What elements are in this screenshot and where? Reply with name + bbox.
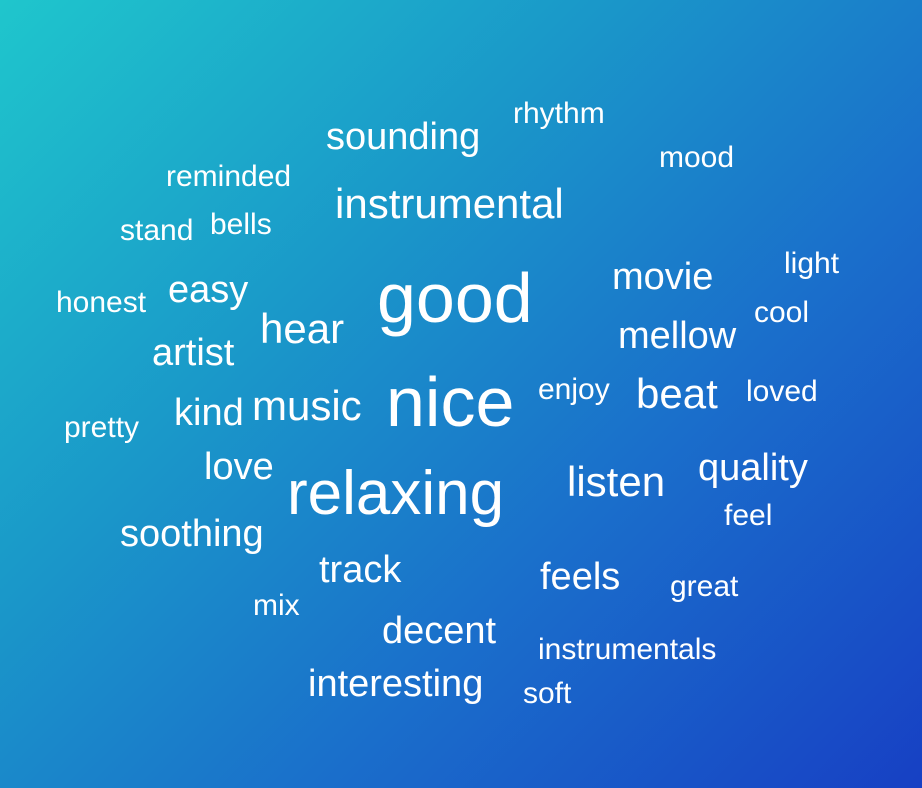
- word-instrumental: instrumental: [335, 180, 564, 227]
- word-soft: soft: [523, 677, 572, 710]
- word-mood: mood: [659, 141, 735, 174]
- word-loved: loved: [746, 375, 818, 408]
- word-track: track: [319, 549, 402, 591]
- word-kind: kind: [174, 392, 244, 434]
- word-quality: quality: [698, 447, 808, 489]
- word-love: love: [204, 446, 274, 488]
- word-great: great: [670, 570, 739, 603]
- word-feel: feel: [724, 499, 773, 532]
- word-listen: listen: [567, 458, 666, 505]
- word-decent: decent: [382, 610, 497, 652]
- word-movie: movie: [612, 256, 714, 298]
- word-good: good: [377, 259, 533, 337]
- word-honest: honest: [56, 286, 147, 319]
- word-cool: cool: [754, 296, 810, 329]
- word-feels: feels: [540, 556, 621, 598]
- word-sounding: sounding: [326, 116, 481, 158]
- word-pretty: pretty: [64, 411, 140, 444]
- word-bells: bells: [210, 208, 272, 241]
- word-stand: stand: [120, 214, 194, 247]
- word-relaxing: relaxing: [287, 459, 505, 528]
- word-instrumentals: instrumentals: [538, 633, 717, 666]
- word-artist: artist: [152, 332, 235, 374]
- word-mix: mix: [253, 589, 300, 622]
- word-beat: beat: [636, 370, 718, 417]
- word-easy: easy: [168, 269, 249, 311]
- word-music: music: [252, 382, 362, 429]
- word-nice: nice: [386, 363, 515, 441]
- word-hear: hear: [260, 305, 345, 352]
- word-mellow: mellow: [618, 315, 737, 357]
- word-rhythm: rhythm: [513, 97, 605, 130]
- word-enjoy: enjoy: [538, 373, 610, 406]
- word-interesting: interesting: [308, 663, 484, 705]
- word-soothing: soothing: [120, 513, 264, 555]
- word-reminded: reminded: [166, 160, 292, 193]
- word-light: light: [784, 247, 840, 280]
